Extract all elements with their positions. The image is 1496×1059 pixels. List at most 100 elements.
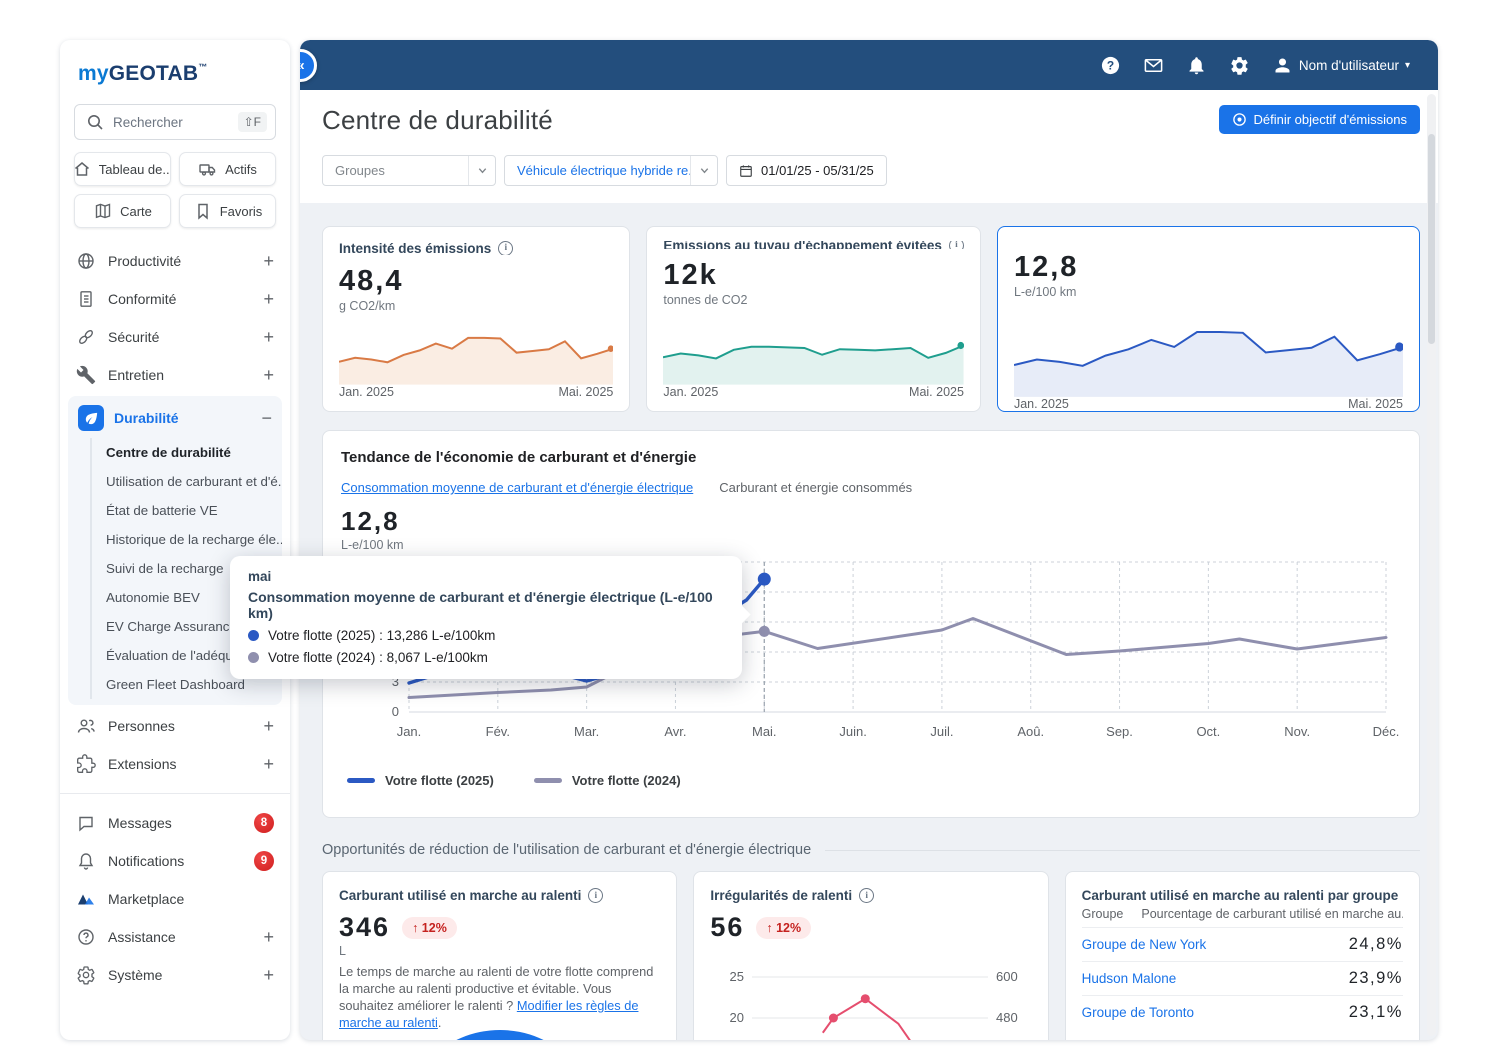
vehicle-filter-value: Véhicule électrique hybride re... <box>517 163 690 178</box>
info-icon[interactable]: i <box>859 888 875 903</box>
sidebar-subitem-green-fleet-dashboard[interactable]: Green Fleet Dashboard <box>106 677 245 692</box>
sidebar-item-messages[interactable]: Messages 8 <box>60 804 290 842</box>
sidebar-subitem-suivi-de-la-recharge[interactable]: Suivi de la recharge <box>106 561 224 576</box>
sidebar-item-label: Productivité <box>108 253 182 269</box>
kpi-row: Intensité des émissions i 48,4 g CO2/km J… <box>322 226 1420 412</box>
expand-plus[interactable]: + <box>263 288 274 309</box>
idle-irregularities-card[interactable]: Irrégularités de ralenti i 56 ↑ 12% 25 600… <box>693 871 1049 1040</box>
gear-icon[interactable] <box>1229 55 1250 76</box>
info-icon[interactable]: i <box>498 241 514 256</box>
sidebar-item-personnes[interactable]: Personnes + <box>60 707 290 745</box>
durability-subitems: Centre de durabilité Utilisation de carbu… <box>90 438 282 699</box>
sidebar-subitem-historique-de-la-recharge-le-[interactable]: Historique de la recharge éle... <box>106 532 282 547</box>
sidebar-subitem-autonomie-bev[interactable]: Autonomie BEV <box>106 590 200 605</box>
section-title: Opportunités de réduction de l'utilisati… <box>322 842 812 858</box>
svg-text:0: 0 <box>392 704 399 719</box>
svg-text:600: 600 <box>996 969 1018 984</box>
group-link[interactable]: Hudson Malone <box>1081 971 1177 986</box>
sidebar-item-durabilite[interactable]: Durabilité − <box>68 398 282 438</box>
sidebar-item-notifications[interactable]: Notifications 9 <box>60 842 290 880</box>
quick-button-bookmark[interactable]: Favoris <box>179 194 276 228</box>
legend-item-2025[interactable]: Votre flotte (2025) <box>347 773 494 788</box>
svg-text:Oct.: Oct. <box>1196 724 1220 739</box>
expand-plus[interactable]: + <box>263 753 274 774</box>
kpi-value: 12k <box>663 259 718 292</box>
scrollbar-thumb[interactable] <box>1428 134 1435 344</box>
quick-button-home[interactable]: Tableau de... <box>74 152 171 186</box>
idle-fuel-value: 346 <box>339 912 391 942</box>
kpi-card-tailpipe-emissions-avoided[interactable]: Émissions au tuyau d'échappement évitées… <box>646 226 981 412</box>
opportunities-row: Carburant utilisé en marche au ralenti i … <box>322 871 1420 1040</box>
table-row[interactable]: Groupe de Toronto 23,1% <box>1081 995 1403 1029</box>
search-box[interactable]: ⇧F <box>74 104 276 140</box>
group-link[interactable]: Groupe de New York <box>1081 937 1207 952</box>
kpi-card-avg-fuel-energy-consumption[interactable]: Consommation moyenne de carburant et d'é… <box>996 226 1420 412</box>
edit-idling-rules-link[interactable]: Modifier les règles de marche au ralenti <box>339 997 639 1030</box>
groups-filter[interactable]: Groupes <box>322 155 496 186</box>
sidebar-item-marketplace[interactable]: Marketplace <box>60 880 290 918</box>
sidebar-item-assistance[interactable]: Assistance + <box>60 918 290 956</box>
expand-plus[interactable]: + <box>263 964 274 985</box>
kpi-card-emissions-intensity[interactable]: Intensité des émissions i 48,4 g CO2/km J… <box>322 226 631 412</box>
expand-plus[interactable]: + <box>263 715 274 736</box>
globe-icon <box>76 251 96 271</box>
sidebar-collapse-button[interactable]: « <box>300 49 317 82</box>
legend-swatch <box>347 778 375 783</box>
date-range-picker[interactable]: 01/01/25 - 05/31/25 <box>726 155 887 186</box>
sidebar-item-s-curit-[interactable]: Sécurité + <box>60 318 290 356</box>
svg-text:480: 480 <box>996 1010 1018 1025</box>
sidebar-subitem--valuation-de-l-ad-quation[interactable]: Évaluation de l'adéquation <box>106 648 262 663</box>
vehicle-type-filter[interactable]: Véhicule électrique hybride re... <box>504 155 718 186</box>
expand-plus[interactable]: + <box>263 926 274 947</box>
logo-tm: ™ <box>198 62 208 72</box>
expand-plus[interactable]: + <box>263 250 274 271</box>
svg-text:Jan.: Jan. <box>397 724 422 739</box>
tab-avg-consumption[interactable]: Consommation moyenne de carburant et d'é… <box>341 480 694 495</box>
table-row[interactable]: Groupe de New York 24,8% <box>1081 927 1403 961</box>
target-icon <box>1232 112 1247 127</box>
set-emissions-target-button[interactable]: Définir objectif d'émissions <box>1218 105 1420 134</box>
sidebar-item-entretien[interactable]: Entretien + <box>60 356 290 394</box>
idle-fuel-card[interactable]: Carburant utilisé en marche au ralenti i … <box>322 871 678 1040</box>
collapse-minus[interactable]: − <box>261 407 272 428</box>
legend-item-2024[interactable]: Votre flotte (2024) <box>533 773 681 788</box>
table-row[interactable]: Hudson Malone 23,9% <box>1081 961 1403 995</box>
sparkline-chart <box>339 317 614 385</box>
info-icon[interactable]: i <box>588 888 604 903</box>
tab-fuel-energy-consumed[interactable]: Carburant et énergie consommés <box>719 480 913 495</box>
quick-button-map[interactable]: Carte <box>74 194 171 228</box>
quick-button-truck[interactable]: Actifs <box>179 152 276 186</box>
sidebar-subitem-utilisation-de-carburant-et-d-[interactable]: Utilisation de carburant et d'é... <box>106 474 282 489</box>
help-icon[interactable]: ? <box>1100 55 1121 76</box>
quick-button-label: Actifs <box>225 161 257 177</box>
sidebar-item-syst-me[interactable]: Système + <box>60 956 290 994</box>
mail-icon[interactable] <box>1143 55 1164 76</box>
user-menu[interactable]: Nom d'utilisateur ▾ <box>1272 55 1410 76</box>
nav-secondary: Personnes + Extensions + <box>60 707 290 783</box>
info-icon[interactable]: i <box>948 241 964 250</box>
group-table-header: Groupe Pourcentage de carburant utilisé … <box>1082 903 1403 927</box>
svg-text:Fév.: Fév. <box>486 724 510 739</box>
bell-icon[interactable] <box>1186 55 1207 76</box>
group-link[interactable]: Groupe de Toronto <box>1081 1005 1194 1020</box>
chevron-down-icon <box>690 156 717 185</box>
idle-fuel-by-group-card[interactable]: Carburant utilisé en marche au ralenti p… <box>1064 871 1420 1040</box>
vertical-scrollbar[interactable] <box>1427 94 1436 1036</box>
expand-plus[interactable]: + <box>263 364 274 385</box>
sidebar-subitem--tat-de-batterie-ve[interactable]: État de batterie VE <box>106 503 218 518</box>
sidebar-item-productivit-[interactable]: Productivité + <box>60 242 290 280</box>
section-divider <box>825 849 1420 851</box>
sidebar-item-extensions[interactable]: Extensions + <box>60 745 290 783</box>
sidebar-item-conformit-[interactable]: Conformité + <box>60 280 290 318</box>
svg-text:Mar.: Mar. <box>574 724 599 739</box>
sidebar-subitem-centre-de-durabilit-[interactable]: Centre de durabilité <box>106 445 231 460</box>
trend-title: Tendance de l'économie de carburant et d… <box>341 449 697 466</box>
search-input[interactable] <box>113 114 230 130</box>
search-icon <box>85 112 105 132</box>
kpi-title: Intensité des émissions <box>339 241 492 256</box>
truck-icon <box>198 159 218 179</box>
sidebar-subitem-ev-charge-assurance[interactable]: EV Charge Assurance <box>106 619 237 634</box>
tooltip-series-text: Votre flotte (2024) : 8,067 L-e/100km <box>268 650 488 665</box>
spark-end-label: Mai. 2025 <box>1348 396 1403 411</box>
expand-plus[interactable]: + <box>263 326 274 347</box>
